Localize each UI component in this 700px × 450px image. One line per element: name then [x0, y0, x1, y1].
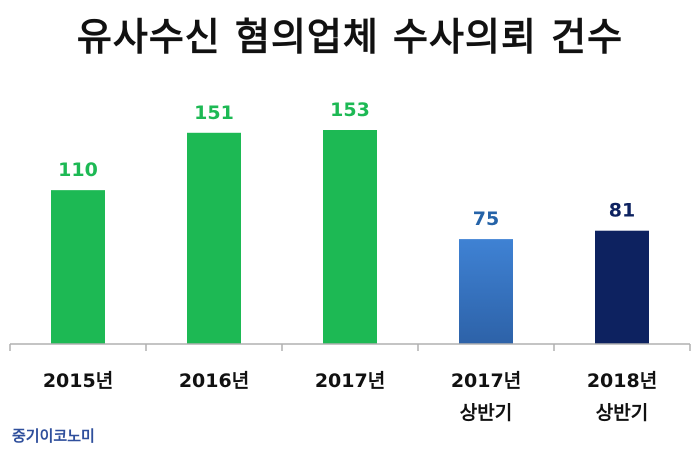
value-label-2: 151	[194, 102, 234, 124]
category-label-5-line2: 상반기	[596, 402, 648, 424]
bar-5	[595, 230, 649, 344]
bar-2	[187, 132, 241, 344]
bar-3	[323, 130, 377, 344]
source-logo: 중기이코노미	[12, 427, 95, 445]
value-label-1: 110	[58, 159, 98, 181]
category-label-5: 2018년	[587, 370, 657, 392]
bar-4	[459, 239, 513, 344]
value-label-5: 81	[609, 200, 635, 222]
category-label-4-line2: 상반기	[460, 402, 512, 424]
value-label-3: 153	[330, 99, 370, 121]
category-label-4: 2017년	[451, 370, 521, 392]
category-label-3: 2017년	[315, 370, 385, 392]
bar-1	[51, 190, 105, 344]
category-label-1: 2015년	[43, 370, 113, 392]
value-label-4: 75	[473, 208, 499, 230]
category-label-2: 2016년	[179, 370, 249, 392]
chart-title: 유사수신 혐의업체 수사의뢰 건수	[76, 15, 624, 59]
